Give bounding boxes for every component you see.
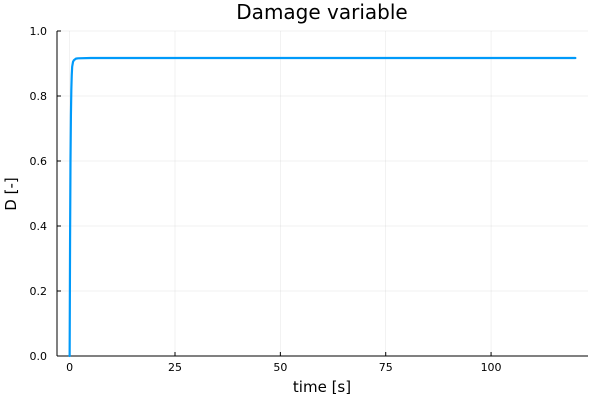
y-axis-label: D [-] bbox=[2, 177, 20, 210]
series bbox=[68, 56, 577, 358]
x-tick-label: 75 bbox=[379, 361, 393, 374]
x-tick-label: 100 bbox=[481, 361, 502, 374]
y-tick-label: 1.0 bbox=[30, 25, 48, 38]
axes bbox=[56, 31, 588, 357]
y-tick-label: 0.6 bbox=[30, 155, 48, 168]
x-axis-label: time [s] bbox=[293, 378, 351, 396]
y-tick-label: 0.8 bbox=[30, 90, 48, 103]
y-ticks: 0.0 0.2 0.4 0.6 0.8 1.0 bbox=[30, 25, 61, 363]
x-ticks: 0 25 50 75 100 bbox=[66, 352, 502, 374]
x-tick-label: 50 bbox=[273, 361, 287, 374]
y-tick-label: 0.4 bbox=[30, 220, 48, 233]
series-line-0 bbox=[68, 56, 577, 358]
chart-title: Damage variable bbox=[236, 0, 407, 24]
x-tick-label: 25 bbox=[168, 361, 182, 374]
x-tick-label: 0 bbox=[66, 361, 73, 374]
y-tick-label: 0.0 bbox=[30, 350, 48, 363]
y-tick-label: 0.2 bbox=[30, 285, 48, 298]
